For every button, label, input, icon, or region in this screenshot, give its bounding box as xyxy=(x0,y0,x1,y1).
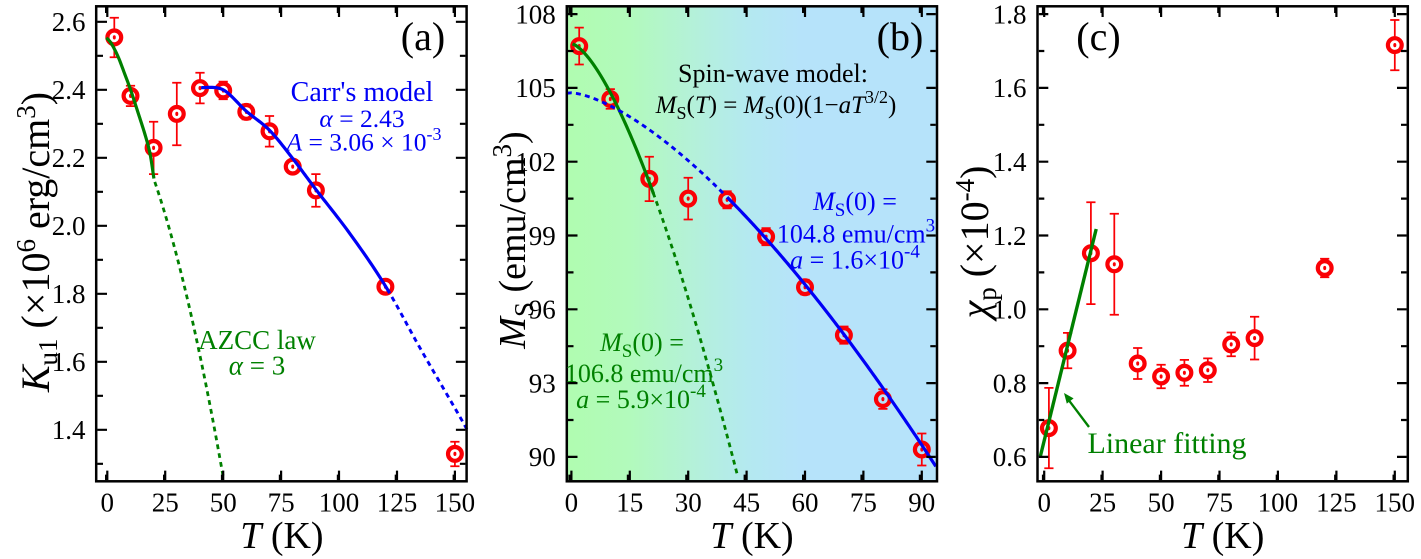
svg-text:2.0: 2.0 xyxy=(52,211,86,241)
svg-text:Carr's model: Carr's model xyxy=(291,77,434,108)
svg-text:93: 93 xyxy=(529,368,556,398)
svg-text:125: 125 xyxy=(377,488,418,518)
svg-text:MS(T) = MS(0)(1−aT3/2): MS(T) = MS(0)(1−aT3/2) xyxy=(655,87,897,123)
svg-text:T (K): T (K) xyxy=(1181,515,1264,557)
svg-text:75: 75 xyxy=(850,488,877,518)
svg-text:1.4: 1.4 xyxy=(993,147,1027,177)
svg-text:A = 3.06 × 10-3: A = 3.06 × 10-3 xyxy=(285,124,442,157)
svg-text:MS(0) =: MS(0) = xyxy=(812,187,897,221)
svg-text:1.2: 1.2 xyxy=(993,221,1027,251)
svg-text:a = 5.9×10-4: a = 5.9×10-4 xyxy=(576,381,706,414)
svg-text:102: 102 xyxy=(515,147,556,177)
svg-text:0: 0 xyxy=(101,488,115,518)
svg-text:α = 2.43: α = 2.43 xyxy=(319,104,404,133)
svg-text:99: 99 xyxy=(529,221,556,251)
svg-text:(b): (b) xyxy=(877,14,924,59)
svg-text:106.8 emu/cm3: 106.8 emu/cm3 xyxy=(565,355,723,388)
svg-text:150: 150 xyxy=(1375,488,1416,518)
svg-text:75: 75 xyxy=(268,488,295,518)
svg-text:2.4: 2.4 xyxy=(52,75,86,105)
svg-text:0: 0 xyxy=(1037,488,1051,518)
svg-text:125: 125 xyxy=(1316,488,1357,518)
svg-text:0.6: 0.6 xyxy=(993,442,1027,472)
svg-text:α = 3: α = 3 xyxy=(229,351,285,381)
svg-text:0.8: 0.8 xyxy=(993,368,1027,398)
svg-text:90: 90 xyxy=(529,442,556,472)
svg-text:AZCC law: AZCC law xyxy=(198,325,316,355)
svg-text:T (K): T (K) xyxy=(710,515,793,557)
svg-text:90: 90 xyxy=(908,488,935,518)
svg-text:MS (emu/cm3): MS (emu/cm3) xyxy=(487,131,539,349)
svg-text:96: 96 xyxy=(529,295,556,325)
svg-text:2.2: 2.2 xyxy=(52,143,86,173)
svg-text:50: 50 xyxy=(1148,488,1175,518)
svg-text:1.8: 1.8 xyxy=(993,0,1027,29)
svg-text:25: 25 xyxy=(1089,488,1116,518)
svg-text:1.6: 1.6 xyxy=(52,347,86,377)
svg-text:1.4: 1.4 xyxy=(52,415,86,445)
svg-text:(c): (c) xyxy=(1076,14,1120,59)
svg-text:1.6: 1.6 xyxy=(993,73,1027,103)
svg-text:15: 15 xyxy=(616,488,643,518)
svg-text:2.6: 2.6 xyxy=(52,7,86,37)
svg-text:50: 50 xyxy=(210,488,237,518)
svg-text:104.8 emu/cm3: 104.8 emu/cm3 xyxy=(777,216,935,249)
svg-text:1.0: 1.0 xyxy=(993,295,1027,325)
svg-text:105: 105 xyxy=(515,73,556,103)
svg-text:60: 60 xyxy=(792,488,819,518)
svg-text:75: 75 xyxy=(1206,488,1233,518)
svg-text:45: 45 xyxy=(733,488,760,518)
svg-text:Linear fitting: Linear fitting xyxy=(1087,427,1246,460)
svg-text:1.8: 1.8 xyxy=(52,279,86,309)
svg-text:MS(0) =: MS(0) = xyxy=(599,328,684,362)
svg-text:χp (×10-4): χp (×10-4) xyxy=(950,166,1002,323)
svg-text:Spin-wave model:: Spin-wave model: xyxy=(678,59,868,88)
svg-text:(a): (a) xyxy=(401,14,445,59)
svg-text:100: 100 xyxy=(319,488,360,518)
svg-text:108: 108 xyxy=(515,0,556,29)
svg-text:Ku1 (×106 erg/cm3): Ku1 (×106 erg/cm3) xyxy=(11,92,63,393)
svg-text:25: 25 xyxy=(152,488,179,518)
svg-text:T (K): T (K) xyxy=(240,515,323,557)
svg-text:a = 1.6×10-4: a = 1.6×10-4 xyxy=(790,242,920,275)
svg-text:150: 150 xyxy=(435,488,476,518)
svg-text:30: 30 xyxy=(675,488,702,518)
svg-text:0: 0 xyxy=(565,488,579,518)
svg-text:100: 100 xyxy=(1258,488,1299,518)
